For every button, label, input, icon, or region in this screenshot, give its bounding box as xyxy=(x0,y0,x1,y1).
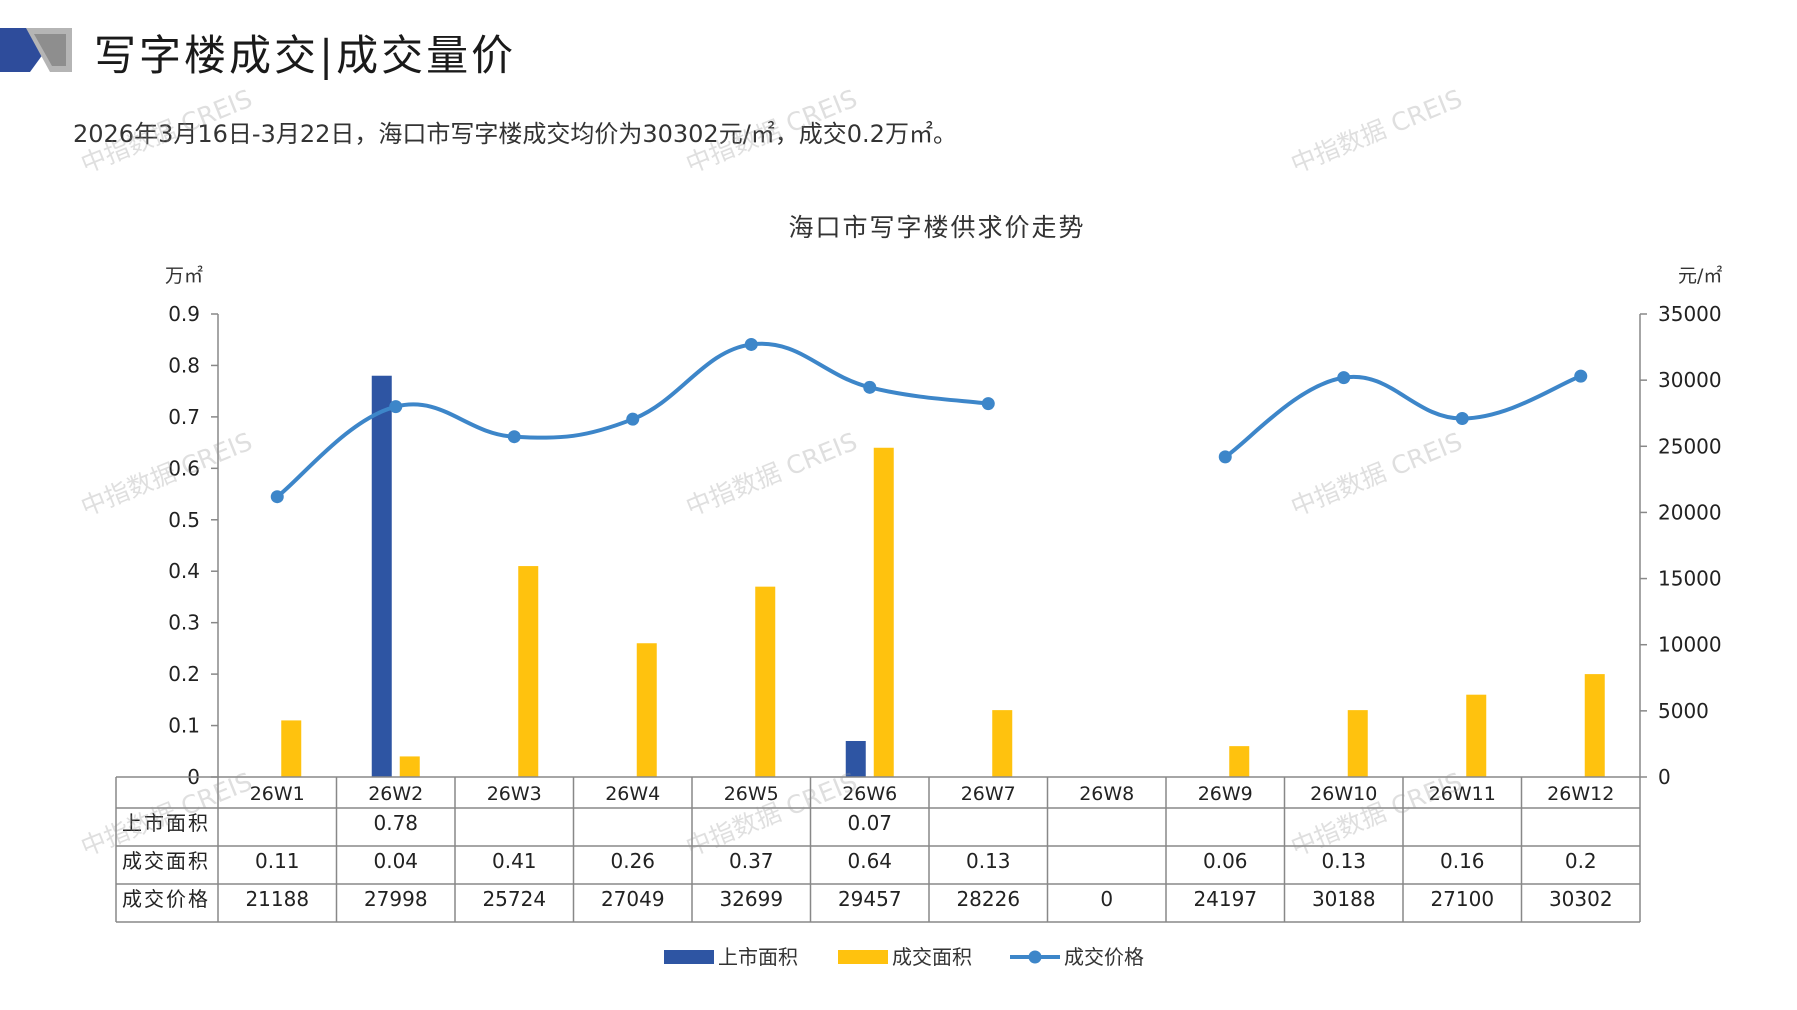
table-row-header: 成交面积 xyxy=(122,849,210,873)
data-label: 0.78 xyxy=(373,811,418,835)
right-axis-unit: 元/㎡ xyxy=(1678,264,1722,287)
price-point xyxy=(863,380,877,394)
left-axis-unit: 万㎡ xyxy=(165,264,203,287)
price-point xyxy=(981,397,995,411)
right-tick-label: 30000 xyxy=(1658,368,1722,392)
table-row-header: 上市面积 xyxy=(122,811,210,835)
data-label: 32699 xyxy=(719,887,783,911)
bar-deal-area xyxy=(873,447,894,777)
price-line xyxy=(1224,374,1582,459)
bar-deal-area xyxy=(992,710,1013,777)
left-tick-label: 0.1 xyxy=(168,714,200,738)
category-label: 26W12 xyxy=(1547,783,1614,805)
left-tick-label: 0.4 xyxy=(168,559,200,583)
category-label: 26W4 xyxy=(605,783,660,805)
legend-label: 成交面积 xyxy=(892,945,972,969)
right-tick-label: 5000 xyxy=(1658,699,1709,723)
right-tick-label: 25000 xyxy=(1658,434,1722,458)
right-tick-label: 20000 xyxy=(1658,500,1722,524)
summary-text: 2026年3月16日-3月22日，海口市写字楼成交均价为30302元/㎡，成交0… xyxy=(73,120,957,148)
left-tick-label: 0.8 xyxy=(168,353,200,377)
data-label: 27049 xyxy=(601,887,665,911)
bar-deal-area xyxy=(399,756,420,777)
data-label: 0 xyxy=(1100,887,1113,911)
legend-swatch-price-point xyxy=(1028,950,1042,964)
bar-deal-area xyxy=(636,643,657,777)
data-label: 0.13 xyxy=(966,849,1011,873)
price-point xyxy=(1574,369,1588,383)
data-label: 30302 xyxy=(1549,887,1613,911)
category-label: 26W6 xyxy=(842,783,897,805)
bar-deal-area xyxy=(1584,674,1605,777)
data-label: 0.13 xyxy=(1321,849,1366,873)
left-tick-label: 0.6 xyxy=(168,456,200,480)
data-label: 0.11 xyxy=(255,849,300,873)
right-tick-label: 10000 xyxy=(1658,633,1722,657)
price-point xyxy=(389,400,403,414)
price-point xyxy=(1218,450,1232,464)
data-label: 30188 xyxy=(1312,887,1376,911)
bar-deal-area xyxy=(1229,746,1250,777)
legend-swatch-supply xyxy=(664,950,714,964)
legend-label: 成交价格 xyxy=(1064,945,1144,969)
right-tick-label: 0 xyxy=(1658,765,1671,789)
bar-supply xyxy=(371,375,392,777)
chart-title: 海口市写字楼供求价走势 xyxy=(788,213,1085,242)
price-point xyxy=(626,412,640,426)
data-label: 27998 xyxy=(364,887,428,911)
category-label: 26W7 xyxy=(961,783,1016,805)
data-label: 29457 xyxy=(838,887,902,911)
data-label: 0.07 xyxy=(847,811,892,835)
data-label: 24197 xyxy=(1193,887,1257,911)
data-label: 28226 xyxy=(956,887,1020,911)
category-label: 26W1 xyxy=(250,783,305,805)
table-row-header: 成交价格 xyxy=(122,887,210,911)
left-tick-label: 0.3 xyxy=(168,611,200,635)
data-label: 21188 xyxy=(245,887,309,911)
bar-supply xyxy=(845,740,866,777)
left-tick-label: 0.2 xyxy=(168,662,200,686)
left-tick-label: 0.7 xyxy=(168,405,200,429)
price-point xyxy=(1337,371,1351,385)
data-label: 27100 xyxy=(1430,887,1494,911)
bar-deal-area xyxy=(755,586,776,777)
category-label: 26W10 xyxy=(1310,783,1377,805)
data-label: 0.04 xyxy=(373,849,418,873)
brand-logo-icon xyxy=(0,28,72,72)
page-title: 写字楼成交|成交量价 xyxy=(94,31,517,80)
category-label: 26W2 xyxy=(368,783,423,805)
bar-deal-area xyxy=(1466,694,1487,777)
data-label: 0.26 xyxy=(610,849,655,873)
category-label: 26W9 xyxy=(1198,783,1253,805)
data-label: 0.06 xyxy=(1203,849,1248,873)
category-label: 26W3 xyxy=(487,783,542,805)
data-label: 0.37 xyxy=(729,849,774,873)
price-point xyxy=(1455,412,1469,426)
price-point xyxy=(744,337,758,351)
category-label: 26W5 xyxy=(724,783,779,805)
data-label: 0.64 xyxy=(847,849,892,873)
data-label: 0.41 xyxy=(492,849,537,873)
legend-swatch-deal-area xyxy=(838,950,888,964)
bar-deal-area xyxy=(281,720,302,777)
legend-label: 上市面积 xyxy=(718,945,798,969)
bar-deal-area xyxy=(518,566,539,777)
price-point xyxy=(507,430,521,444)
category-label: 26W11 xyxy=(1429,783,1496,805)
left-tick-label: 0.5 xyxy=(168,508,200,532)
bar-deal-area xyxy=(1347,710,1368,777)
right-tick-label: 35000 xyxy=(1658,302,1722,326)
price-point xyxy=(270,490,284,504)
data-label: 0.2 xyxy=(1565,849,1597,873)
data-label: 25724 xyxy=(482,887,546,911)
data-label: 0.16 xyxy=(1440,849,1485,873)
left-tick-label: 0.9 xyxy=(168,302,200,326)
category-label: 26W8 xyxy=(1079,783,1134,805)
right-tick-label: 15000 xyxy=(1658,567,1722,591)
